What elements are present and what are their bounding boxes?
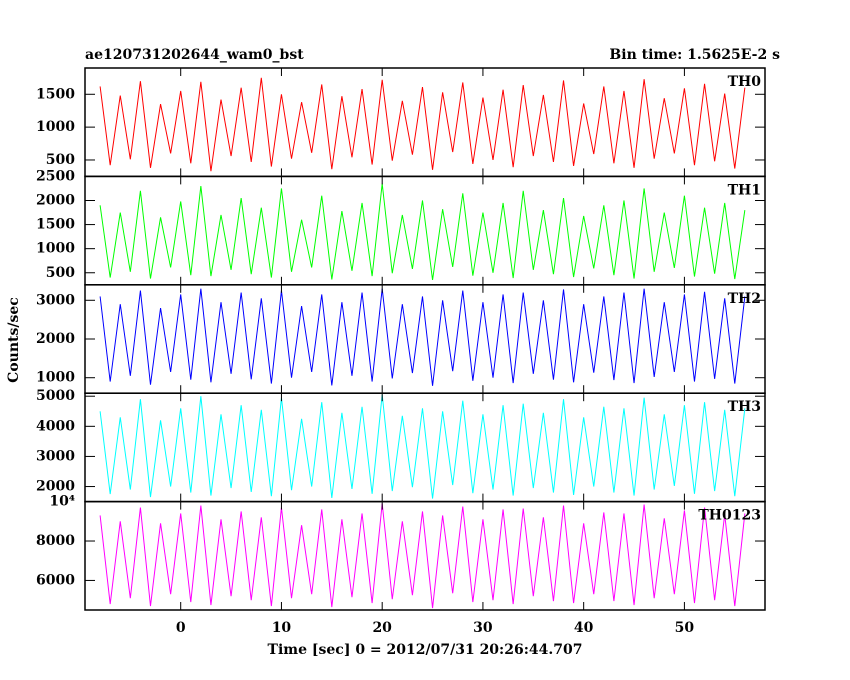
panel-label: TH3: [728, 399, 761, 415]
y-tick-label: 2000: [36, 192, 75, 208]
x-tick-label: 30: [473, 620, 493, 636]
y-tick-label: 5000: [36, 388, 75, 404]
panel-label: TH1: [728, 182, 761, 198]
y-tick-label: 2500: [36, 168, 75, 184]
y-tick-label: 500: [46, 152, 75, 168]
x-tick-label: 50: [675, 620, 695, 636]
panel-frame: [84, 392, 766, 503]
panel-frame: [84, 175, 766, 286]
x-tick-label: 20: [372, 620, 392, 636]
y-tick-label: 500: [46, 265, 75, 281]
y-tick-label: 1500: [36, 217, 75, 233]
light-curve: [99, 288, 746, 386]
x-axis-label: Time [sec] 0 = 2012/07/31 20:26:44.707: [268, 642, 583, 658]
y-tick-label: 1000: [36, 370, 75, 386]
y-tick-label: 10⁴: [49, 494, 75, 510]
light-curve: [99, 77, 746, 172]
panel-frame: [84, 284, 766, 394]
panel-frame: [84, 500, 766, 611]
chart-subtitle: Bin time: 1.5625E-2 s: [609, 47, 780, 63]
light-curve: [99, 183, 746, 281]
y-axis-label: Counts/sec: [6, 297, 22, 383]
y-tick-label: 4000: [36, 418, 75, 434]
y-tick-label: 3000: [36, 292, 75, 308]
chart-title: ae120731202644_wam0_bst: [85, 47, 304, 63]
panel-label: TH0123: [698, 508, 761, 524]
y-tick-label: 1000: [36, 241, 75, 257]
light-curve: [99, 503, 746, 609]
y-tick-label: 1000: [36, 119, 75, 135]
panel-label: TH2: [728, 291, 761, 307]
x-tick-label: 10: [272, 620, 292, 636]
panel-label: TH0: [728, 74, 762, 90]
y-tick-label: 2000: [36, 479, 75, 495]
light-curve: [99, 394, 746, 499]
x-tick-label: 0: [176, 620, 186, 636]
x-tick-label: 40: [574, 620, 594, 636]
y-tick-label: 8000: [36, 533, 75, 549]
panel-frame: [84, 67, 766, 178]
y-tick-label: 1500: [36, 86, 75, 102]
y-tick-label: 6000: [36, 572, 75, 588]
y-tick-label: 2000: [36, 331, 75, 347]
y-tick-label: 3000: [36, 448, 75, 464]
